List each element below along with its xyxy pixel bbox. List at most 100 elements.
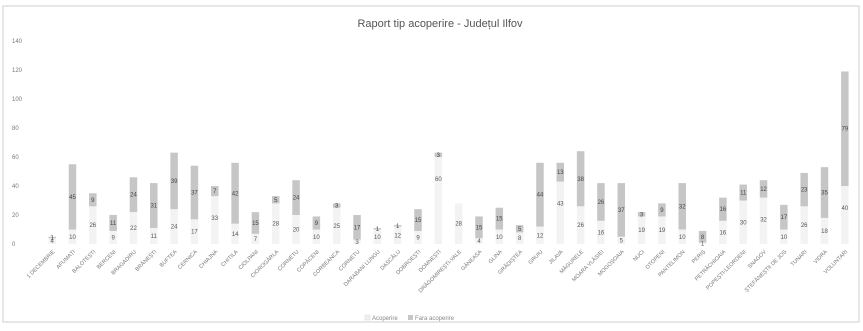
value-label-acoperire: 26: [801, 223, 808, 229]
value-label-acoperire: 10: [69, 235, 76, 241]
value-label-acoperire: 22: [130, 226, 137, 232]
bar-acoperire: [190, 219, 199, 244]
bar-acoperire: [739, 200, 747, 244]
value-label-fara-acoperire: 15: [252, 221, 259, 227]
chart-border: [2, 5, 860, 323]
value-label-acoperire: 9: [416, 235, 420, 241]
bar-acoperire: [597, 220, 605, 244]
value-label-acoperire: 10: [781, 235, 788, 241]
value-label-acoperire: 3: [355, 240, 359, 246]
bar-fara-acoperire: [68, 164, 77, 230]
value-label-fara-acoperire: 5: [274, 198, 278, 204]
bar-fara-acoperire: [292, 180, 300, 215]
bar-fara-acoperire: [780, 204, 788, 230]
value-label-acoperire: 28: [272, 222, 279, 228]
bar-fara-acoperire: [475, 216, 483, 239]
bar-fara-acoperire: [312, 216, 321, 230]
bar-acoperire: [312, 229, 321, 244]
bar-fara-acoperire: [48, 236, 56, 239]
value-label-fara-acoperire: 13: [557, 170, 564, 176]
value-label-acoperire: 32: [760, 218, 767, 224]
value-label-fara-acoperire: 31: [150, 204, 157, 210]
y-axis: 0 20 40 60 80 100 120 140: [12, 39, 23, 248]
value-label-fara-acoperire: 1: [376, 227, 380, 233]
value-label-fara-acoperire: 45: [69, 195, 76, 201]
bar-fara-acoperire: [515, 225, 524, 233]
value-label-acoperire: 17: [191, 230, 198, 236]
value-label-fara-acoperire: 38: [577, 177, 584, 183]
chart-title: Raport tip acoperire - Județul Ilfov: [357, 18, 523, 30]
value-label-acoperire: 16: [598, 230, 605, 236]
bar-acoperire: [89, 206, 97, 244]
value-label-fara-acoperire: 3: [335, 204, 339, 210]
bar-acoperire: [719, 220, 727, 244]
value-label-acoperire: 20: [293, 228, 300, 234]
value-label-acoperire: 26: [577, 223, 584, 229]
value-label-acoperire: 5: [620, 238, 624, 244]
value-label-fara-acoperire: 16: [720, 207, 727, 213]
y-tick-label: 60: [12, 155, 19, 161]
value-label-acoperire: 7: [254, 237, 258, 243]
bar-acoperire: [698, 242, 707, 244]
value-label-fara-acoperire: 79: [841, 127, 848, 133]
bar-acoperire: [515, 232, 524, 244]
bar-fara-acoperire: [617, 183, 626, 237]
bar-acoperire: [841, 186, 849, 244]
value-label-fara-acoperire: 9: [91, 198, 95, 204]
bar-fara-acoperire: [678, 183, 686, 230]
bar-fara-acoperire: [190, 165, 199, 220]
value-label-acoperire: 1: [701, 241, 705, 247]
value-label-acoperire: 60: [435, 177, 442, 183]
bar-acoperire: [353, 239, 361, 244]
bar-fara-acoperire: [495, 207, 504, 230]
value-label-fara-acoperire: 37: [191, 191, 198, 197]
legend-label-acoperire: Acoperire: [372, 316, 398, 322]
bar-fara-acoperire: [211, 186, 219, 197]
bar-acoperire: [576, 206, 585, 244]
value-label-fara-acoperire: 1: [50, 235, 54, 241]
bar-fara-acoperire: [271, 196, 280, 204]
bar-acoperire: [475, 238, 483, 244]
bar-fara-acoperire: [109, 215, 117, 231]
bar-fara-acoperire: [637, 212, 646, 217]
bar-acoperire: [129, 212, 138, 244]
bar-fara-acoperire: [393, 225, 402, 227]
value-label-acoperire: 33: [211, 216, 218, 222]
value-label-acoperire: 8: [518, 236, 522, 242]
y-tick-label: 80: [12, 126, 19, 132]
value-label-acoperire: 10: [679, 235, 686, 241]
value-label-acoperire: 26: [89, 223, 96, 229]
bar-fara-acoperire: [841, 71, 849, 186]
bar-acoperire: [637, 216, 646, 244]
bar-fara-acoperire: [332, 203, 341, 208]
bar-acoperire: [556, 181, 565, 244]
value-label-fara-acoperire: 3: [640, 212, 644, 218]
value-label-acoperire: 12: [537, 233, 544, 239]
bar-fara-acoperire: [251, 212, 260, 234]
bar-acoperire: [495, 229, 504, 244]
value-label-acoperire: 10: [374, 235, 381, 241]
value-label-acoperire: 19: [638, 228, 645, 234]
y-tick-label: 100: [12, 97, 23, 103]
bar-fara-acoperire: [129, 177, 138, 213]
bar-acoperire: [454, 203, 463, 244]
value-label-acoperire: 25: [333, 224, 340, 230]
bar-acoperire: [373, 229, 382, 244]
value-label-fara-acoperire: 12: [760, 187, 767, 193]
value-label-acoperire: 14: [232, 232, 239, 238]
value-label-acoperire: 11: [151, 234, 158, 240]
value-label-fara-acoperire: 9: [660, 208, 664, 214]
value-label-fara-acoperire: 11: [110, 221, 117, 227]
value-label-acoperire: 10: [496, 235, 503, 241]
bar-acoperire: [759, 197, 768, 244]
bar-acoperire: [271, 203, 280, 244]
value-label-acoperire: 16: [720, 230, 727, 236]
bar-acoperire: [332, 207, 341, 244]
legend-label-fara-acoperire: Fara acoperire: [415, 316, 455, 322]
bar-acoperire: [617, 236, 626, 244]
y-tick-label: 140: [12, 39, 23, 45]
legend: Acoperire Fara acoperire: [364, 314, 455, 322]
value-label-fara-acoperire: 23: [801, 188, 808, 194]
